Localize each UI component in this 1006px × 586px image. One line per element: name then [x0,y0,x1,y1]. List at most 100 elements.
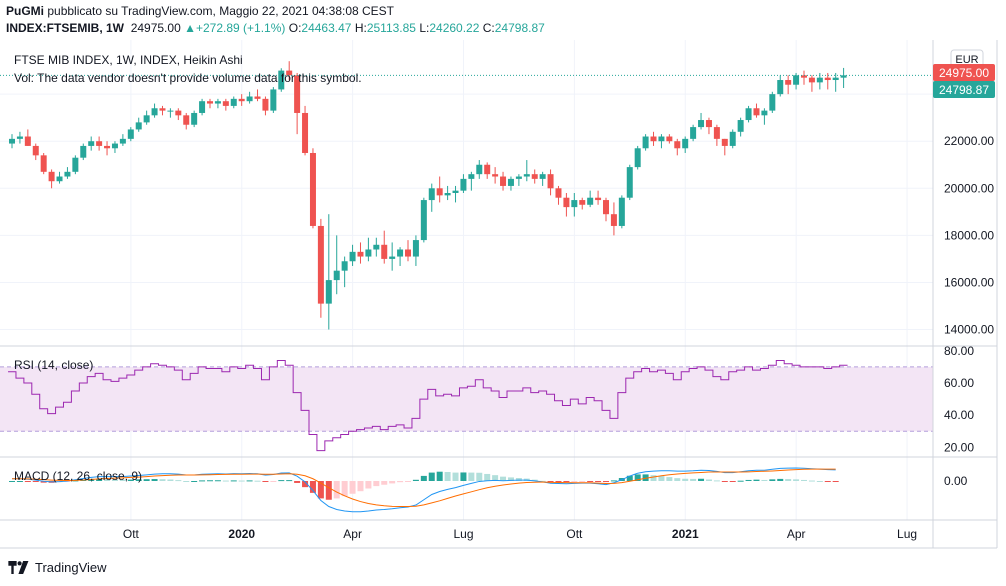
macd-histogram-bar [238,480,245,482]
macd-histogram-bar [9,481,15,482]
candle-body [832,77,839,81]
candle-body [104,145,111,149]
macd-histogram-bar [373,481,380,487]
candle-body [769,94,776,111]
macd-histogram-bar [254,480,261,482]
candle-body [816,77,823,83]
x-tick-label: Lug [454,527,474,541]
macd-histogram-bar [119,479,126,481]
macd-histogram-bar [302,481,309,488]
volume-note: Vol: The data vendor doesn't provide vol… [14,71,362,85]
macd-histogram-bar [492,475,499,481]
macd-histogram-bar [824,481,831,482]
symbol-info: INDEX:FTSEMIB, 1W 24975.00 ▲+272.89 (+1.… [6,21,545,35]
open-value: 24463.47 [301,21,352,35]
macd-histogram-bar [690,478,697,481]
x-tick-label: Ott [566,527,583,541]
price-tick-label: 16000.00 [944,275,994,289]
macd-histogram-bar [452,472,459,481]
price-tick-label: 14000.00 [944,323,994,337]
close-value: 24798.87 [494,21,545,35]
macd-histogram-bar [286,480,293,482]
candle-body [238,98,245,102]
candle-body [507,178,514,186]
macd-histogram-bar [199,480,206,482]
macd-histogram-bar [349,481,356,494]
macd-histogram-bar [397,481,404,483]
symbol-name: INDEX:FTSEMIB, 1W [6,21,125,35]
macd-histogram-bar [143,479,150,481]
macd-histogram-bar [104,479,111,481]
x-tick-label: Lug [897,527,917,541]
candle-body [159,108,166,111]
macd-tick-label: 0.00 [944,474,968,488]
price-pane[interactable] [0,61,933,330]
publisher-name: PuGMi [6,4,44,18]
rsi-tick-label: 80.00 [944,344,974,358]
x-tick-label: 2020 [228,527,255,541]
macd-histogram-bar [207,480,213,482]
candle-body [32,145,39,156]
last-price-tag [933,64,995,81]
macd-histogram-bar [515,478,522,481]
low-label: L: [419,21,430,35]
close-price-tag [933,81,995,98]
candle-body [587,197,594,205]
candle-body [729,131,736,146]
candle-body [801,75,807,78]
candle-body [824,77,831,81]
macd-histogram-bar [626,475,633,481]
macd-histogram-bar [389,481,396,484]
candle-body [207,101,213,104]
macd-histogram-bar [705,479,712,481]
candle-body [246,96,253,102]
rsi-pane[interactable] [8,359,848,452]
rsi-label: RSI (14, close) [14,358,93,372]
candle-body [111,143,118,149]
candle-body [436,188,443,196]
footer[interactable]: TradingView [8,560,107,575]
macd-histogram-bar [595,481,602,482]
last-price-tag-text: 24975.00 [939,66,989,80]
candle-body [349,251,356,262]
candle-body [230,98,237,106]
candle-body [278,70,285,90]
close-price-tag-text: 24798.87 [939,83,989,97]
candle-body [690,127,697,139]
candle-body [808,77,815,83]
macd-histogram-bar [603,481,609,483]
macd-histogram-bar [507,477,514,481]
candle-body [476,164,483,175]
candle-body [325,280,332,304]
macd-histogram-bar [365,481,372,489]
macd-histogram-bar [183,481,190,482]
macd-histogram-bar [191,481,198,482]
macd-pane[interactable] [9,467,839,513]
close-label: C: [482,21,495,35]
macd-histogram-bar [175,480,182,482]
candle-body [579,200,586,205]
macd-histogram-bar [151,479,158,481]
candle-body [452,190,459,193]
candle-body [642,136,649,149]
candle-body [603,200,609,215]
candle-body [658,136,665,142]
macd-histogram-bar [468,472,475,481]
candle-body [634,148,641,168]
macd-histogram-bar [777,478,784,481]
high-value: 25113.85 [366,21,416,35]
candle-body [626,167,633,198]
candle-body [381,244,388,259]
macd-histogram-bar [317,481,324,499]
macd-line [12,467,836,513]
macd-histogram-bar [341,481,348,497]
macd-label: MACD (12, 26, close, 9) [14,469,142,483]
candle-body [135,122,142,130]
up-arrow-icon: ▲ [184,21,196,35]
candle-body [88,141,95,146]
currency-label: EUR [955,54,978,66]
macd-histogram-bar [587,481,594,482]
macd-histogram-bar [96,478,103,481]
last-price: 24975.00 [130,21,181,35]
